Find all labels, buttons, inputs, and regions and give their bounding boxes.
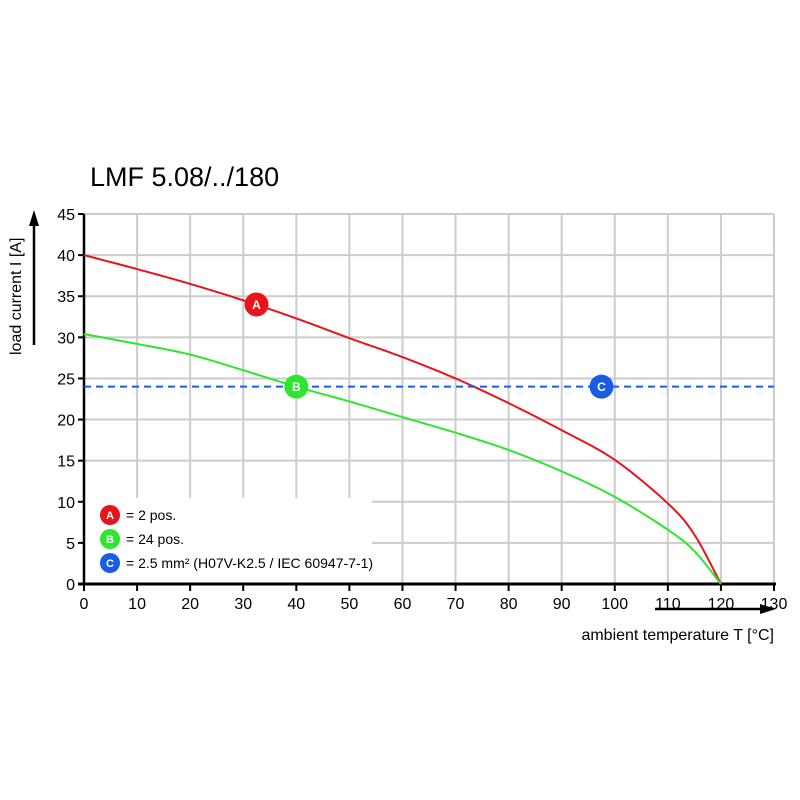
legend-marker-a xyxy=(100,505,120,525)
legend-entry-label: = 2.5 mm² (H07V-K2.5 / IEC 60947-7-1) xyxy=(126,555,373,571)
y-tick-label: 40 xyxy=(57,248,75,265)
x-tick-label: 120 xyxy=(708,596,735,613)
x-tick-label: 50 xyxy=(340,596,358,613)
x-tick-label: 10 xyxy=(128,596,146,613)
y-tick-label: 45 xyxy=(57,207,75,224)
y-tick-label: 5 xyxy=(66,536,75,553)
legend-marker-label: A xyxy=(106,510,114,522)
y-tick-label: 15 xyxy=(57,454,75,471)
legend-marker-label: B xyxy=(106,534,114,546)
series-marker-label: A xyxy=(252,298,261,312)
x-tick-label: 70 xyxy=(447,596,465,613)
legend-marker-c xyxy=(100,553,120,573)
x-axis-arrowhead xyxy=(760,604,776,614)
series-marker-a xyxy=(244,292,269,317)
series-line-b xyxy=(83,333,722,585)
series-marker-b xyxy=(284,374,309,399)
chart-title: LMF 5.08/../180 xyxy=(90,162,279,192)
y-tick-label: 0 xyxy=(66,577,75,594)
x-tick-label: 100 xyxy=(601,596,628,613)
x-tick-label: 90 xyxy=(553,596,571,613)
series-marker-label: B xyxy=(292,380,301,394)
legend-marker-label: C xyxy=(106,558,114,570)
y-tick-label: 35 xyxy=(57,289,75,306)
legend-marker-b xyxy=(100,529,120,549)
y-tick-label: 25 xyxy=(57,371,75,388)
y-axis-label: load current I [A] xyxy=(8,238,25,355)
legend-entry-label: = 24 pos. xyxy=(126,531,184,547)
legend: A = 2 pos. B = 24 pos. C = 2.5 mm² (H07V-K2.5… xyxy=(100,505,373,573)
x-tick-label: 20 xyxy=(181,596,199,613)
x-tick-label: 110 xyxy=(655,596,681,613)
x-tick-label: 80 xyxy=(500,596,518,613)
grid xyxy=(83,213,775,585)
x-tick-label: 60 xyxy=(394,596,412,613)
series-marker-c xyxy=(589,374,614,399)
x-tick-label: 40 xyxy=(287,596,305,613)
y-tick-label: 30 xyxy=(57,330,75,347)
legend-background xyxy=(85,498,372,583)
y-axis-arrowhead xyxy=(29,210,39,226)
x-axis-label: ambient temperature T [°C] xyxy=(581,627,774,644)
x-tick-label: 30 xyxy=(234,596,252,613)
legend-entry-label: = 2 pos. xyxy=(126,507,176,523)
y-tick-label: 20 xyxy=(57,413,75,430)
x-tick-label: 0 xyxy=(80,596,89,613)
series-marker-label: C xyxy=(597,380,606,394)
series-group: AB C xyxy=(83,254,774,585)
y-tick-label: 10 xyxy=(57,495,75,512)
series-line-a xyxy=(83,254,722,585)
